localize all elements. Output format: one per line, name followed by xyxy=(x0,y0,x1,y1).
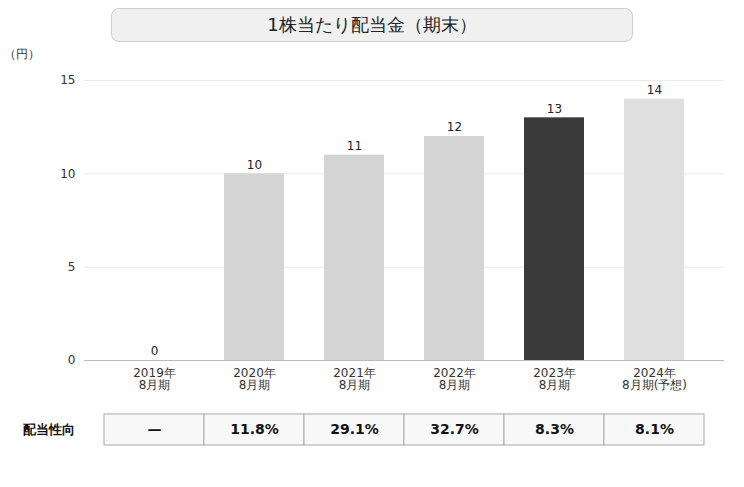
svg-text:2019年8月期: 2019年8月期 xyxy=(133,366,176,392)
svg-text:13: 13 xyxy=(547,102,562,116)
svg-text:29.1%: 29.1% xyxy=(330,421,379,437)
svg-text:5: 5 xyxy=(68,260,76,274)
svg-text:12: 12 xyxy=(447,120,462,134)
svg-text:2024年8月期(予想): 2024年8月期(予想) xyxy=(622,366,687,392)
svg-text:2020年8月期: 2020年8月期 xyxy=(233,366,276,392)
svg-text:—: — xyxy=(148,421,162,437)
svg-text:配当性向: 配当性向 xyxy=(23,422,75,437)
svg-text:8.3%: 8.3% xyxy=(535,421,574,437)
svg-text:（円）: （円） xyxy=(4,47,40,61)
html-text:1株当たり配当金（期末）: 1株当たり配当金（期末） xyxy=(267,14,477,35)
svg-text:15: 15 xyxy=(60,73,75,87)
svg-text:8.1%: 8.1% xyxy=(635,421,674,437)
svg-text:2021年8月期: 2021年8月期 xyxy=(333,366,376,392)
svg-text:11.8%: 11.8% xyxy=(230,421,279,437)
svg-text:10: 10 xyxy=(60,167,75,181)
svg-text:14: 14 xyxy=(647,83,662,97)
svg-text:10: 10 xyxy=(247,158,262,172)
svg-text:0: 0 xyxy=(151,344,159,358)
svg-text:0: 0 xyxy=(68,353,76,367)
svg-text:11: 11 xyxy=(347,139,362,153)
svg-text:32.7%: 32.7% xyxy=(430,421,479,437)
svg-text:2022年8月期: 2022年8月期 xyxy=(433,366,476,392)
svg-text:2023年8月期: 2023年8月期 xyxy=(533,366,576,392)
